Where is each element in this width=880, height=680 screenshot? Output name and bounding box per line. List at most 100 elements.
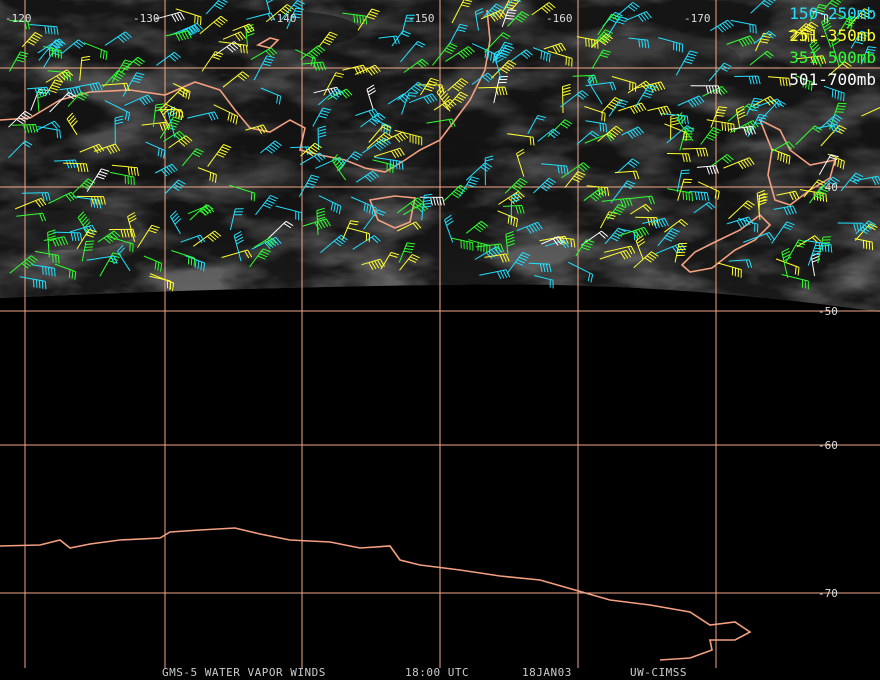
footer: GMS-5 WATER VAPOR WINDS 18:00 UTC 18JAN03 U… bbox=[162, 666, 686, 679]
wind-barb bbox=[468, 239, 491, 254]
wind-barb bbox=[749, 50, 774, 66]
wind-barb bbox=[562, 83, 571, 114]
wind-barb bbox=[603, 245, 636, 255]
wind-barb bbox=[528, 262, 552, 273]
wind-barb bbox=[397, 81, 426, 101]
wind-barb bbox=[318, 195, 342, 215]
wind-barb bbox=[42, 46, 62, 59]
wind-barb bbox=[378, 35, 400, 45]
wind-barb bbox=[265, 4, 295, 23]
wind-barb bbox=[710, 106, 728, 128]
wind-barb bbox=[180, 234, 206, 244]
wind-barb bbox=[666, 153, 691, 163]
wind-barb bbox=[354, 64, 381, 76]
wind-barb bbox=[827, 61, 852, 77]
wind-barb bbox=[110, 171, 135, 186]
wind-barb bbox=[471, 72, 495, 85]
wind-barb bbox=[628, 37, 650, 49]
wind-barb bbox=[74, 82, 103, 93]
wind-barb bbox=[26, 86, 51, 97]
wind-barb bbox=[796, 55, 827, 65]
wind-barb bbox=[197, 167, 217, 183]
graticule-labels: -120 -130 -140 -150 -160 -170 -40 -50 -60 -70 bbox=[5, 12, 838, 600]
wind-barb bbox=[403, 203, 429, 216]
wind-barb bbox=[770, 141, 795, 153]
wind-barb bbox=[403, 58, 429, 73]
wind-barb bbox=[346, 227, 370, 242]
wind-barb bbox=[504, 0, 521, 11]
wind-barb bbox=[397, 197, 425, 214]
wind-barb bbox=[846, 8, 873, 29]
wind-barb bbox=[697, 181, 720, 200]
wind-barb bbox=[497, 210, 518, 228]
footer-text: 18JAN03 bbox=[522, 666, 572, 679]
wind-barb bbox=[67, 91, 89, 107]
wind-barb bbox=[532, 47, 551, 63]
wind-barb bbox=[316, 207, 326, 235]
wind-barb bbox=[249, 248, 271, 268]
wind-barb bbox=[702, 85, 728, 97]
wind-barb bbox=[61, 39, 86, 54]
wind-barb bbox=[432, 42, 458, 66]
wind-barb bbox=[350, 196, 377, 217]
wind-barb bbox=[426, 118, 456, 128]
wind-barb bbox=[710, 19, 734, 33]
wind-barb bbox=[539, 235, 569, 246]
wind-barb bbox=[222, 31, 246, 42]
wind-barb bbox=[860, 46, 877, 65]
wind-barb bbox=[342, 220, 359, 240]
wind-barb bbox=[647, 105, 672, 116]
wind-barb bbox=[8, 51, 29, 72]
wind-barb bbox=[606, 204, 627, 220]
wind-barb bbox=[245, 124, 268, 134]
wind-barb bbox=[730, 19, 757, 34]
wind-barb bbox=[228, 184, 256, 202]
longitude-label: -150 bbox=[408, 12, 435, 25]
wind-barb bbox=[327, 88, 353, 101]
wind-barb bbox=[372, 159, 394, 174]
wind-barb bbox=[689, 191, 710, 201]
wind-barb bbox=[516, 221, 543, 234]
wind-barb bbox=[124, 94, 154, 107]
wind-barb bbox=[201, 51, 224, 72]
wind-barb bbox=[708, 62, 732, 82]
wind-barb bbox=[676, 112, 694, 141]
wind-barb bbox=[172, 83, 191, 100]
wind-barb bbox=[634, 84, 658, 108]
wind-barb bbox=[251, 236, 282, 250]
wind-barb bbox=[576, 36, 599, 49]
wind-barb bbox=[735, 105, 746, 129]
wind-barb bbox=[106, 235, 134, 253]
wind-barb bbox=[72, 196, 102, 209]
wind-barb bbox=[250, 47, 278, 61]
wind-barb bbox=[587, 74, 603, 105]
wind-barb bbox=[850, 30, 870, 49]
wind-barb bbox=[448, 23, 469, 45]
wind-barb bbox=[199, 15, 228, 35]
wind-barb bbox=[35, 120, 61, 132]
wind-barb bbox=[368, 124, 392, 143]
wind-barb bbox=[447, 91, 469, 107]
wind-barb bbox=[600, 96, 623, 114]
wind-barb bbox=[474, 7, 484, 31]
wind-barb bbox=[104, 31, 132, 46]
wind-barb bbox=[706, 119, 735, 133]
wind-barb bbox=[54, 263, 77, 280]
wind-barb bbox=[36, 88, 46, 112]
wind-barb bbox=[490, 59, 517, 79]
wind-barb bbox=[77, 211, 91, 234]
wind-barb bbox=[34, 250, 60, 264]
wind-barb bbox=[614, 170, 640, 180]
wind-barb bbox=[510, 49, 533, 62]
wind-barb bbox=[19, 276, 47, 290]
wind-barb bbox=[360, 112, 386, 128]
wind-barb bbox=[163, 130, 186, 142]
wind-barb bbox=[116, 244, 131, 272]
longitude-label: -160 bbox=[546, 12, 573, 25]
wind-barb bbox=[752, 95, 777, 107]
wind-barb bbox=[564, 171, 586, 189]
wind-barb bbox=[854, 223, 878, 241]
wind-barb bbox=[621, 126, 644, 139]
wind-barb bbox=[159, 116, 182, 139]
wind-barb bbox=[693, 201, 716, 214]
